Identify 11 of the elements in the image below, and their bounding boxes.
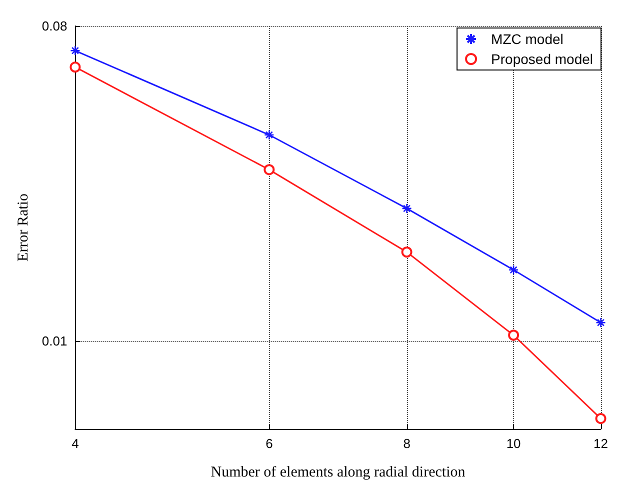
x-tick-label: 8 (403, 436, 410, 451)
legend-label: MZC model (491, 31, 564, 47)
y-tick-label: 0.01 (42, 334, 68, 349)
y-tick-label: 0.08 (42, 18, 68, 34)
x-tick-label: 10 (506, 436, 521, 451)
x-tick-label: 4 (72, 436, 79, 451)
x-axis-title: Number of elements along radial direction (210, 464, 466, 480)
y-axis-title: Error Ratio (16, 194, 32, 262)
legend-label: Proposed model (491, 51, 593, 67)
x-tick-label: 6 (266, 436, 273, 451)
x-tick-label: 12 (594, 436, 608, 451)
